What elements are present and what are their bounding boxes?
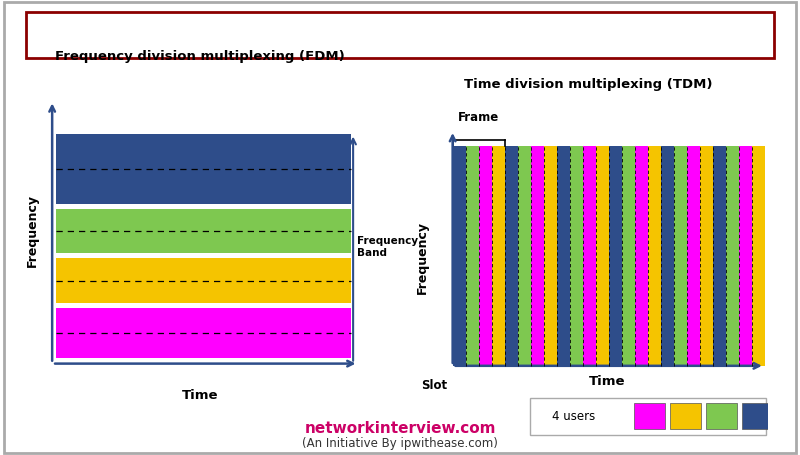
Bar [56,308,351,358]
Text: Frequency: Frequency [26,194,39,267]
Text: networkinterview.com: networkinterview.com [304,421,496,436]
Bar [530,146,544,366]
Bar [706,403,737,430]
Text: FDM vs TDM: FDM vs TDM [294,20,506,49]
Text: Time division multiplexing (TDM): Time division multiplexing (TDM) [464,78,712,91]
Text: Slot: Slot [421,379,447,392]
Bar [738,146,752,366]
Text: (An Initiative By ipwithease.com): (An Initiative By ipwithease.com) [302,437,498,450]
Text: Time: Time [182,389,218,401]
Bar [557,146,570,366]
Bar [742,403,773,430]
Bar [609,146,622,366]
Bar [56,258,351,303]
Bar [466,146,478,366]
Bar [570,146,582,366]
Bar [505,146,518,366]
Text: Frequency division multiplexing (FDM): Frequency division multiplexing (FDM) [55,50,345,63]
Bar [544,146,557,366]
Bar [661,146,674,366]
Text: Frequency
Band: Frequency Band [358,237,418,258]
Bar [56,134,351,203]
Bar [713,146,726,366]
Bar [752,146,765,366]
Bar [582,146,596,366]
Bar [670,403,701,430]
Text: Frequency: Frequency [416,221,429,294]
Bar [622,146,634,366]
Bar [26,12,774,58]
Bar [648,146,661,366]
Bar [634,146,648,366]
Bar [596,146,609,366]
Bar [453,146,466,366]
Bar [634,403,665,430]
Bar [674,146,686,366]
Bar [478,146,492,366]
Bar [518,146,530,366]
Text: Time: Time [589,375,625,388]
Bar [700,146,713,366]
Bar [726,146,738,366]
Bar [492,146,505,366]
Text: Frame: Frame [458,111,499,124]
Text: 4 users: 4 users [552,410,595,423]
Bar [686,146,700,366]
Bar [56,208,351,253]
